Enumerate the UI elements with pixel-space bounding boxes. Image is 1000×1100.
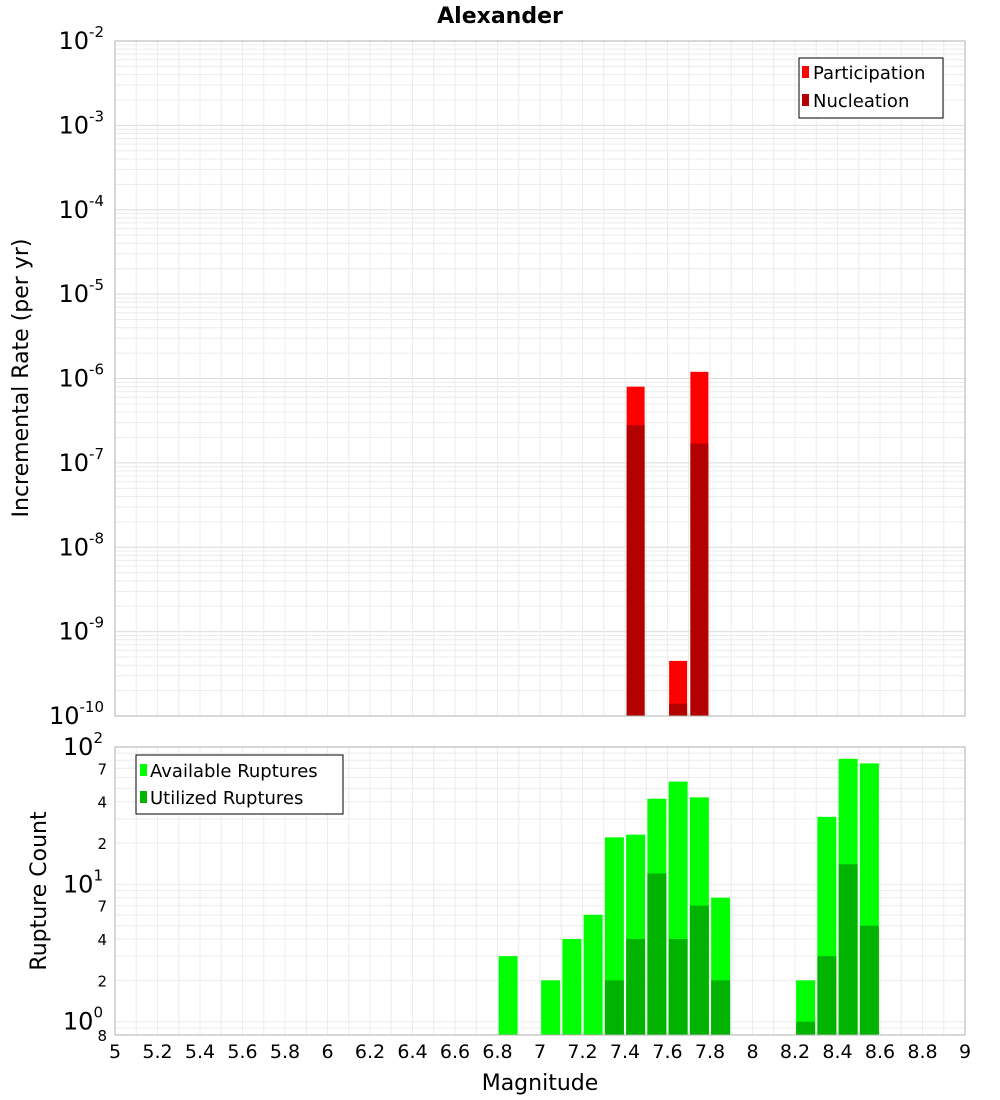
- top-plot-border: [114, 40, 966, 717]
- x-tick-label: 5.2: [142, 1041, 172, 1063]
- y-tick-label: 10-8: [58, 529, 104, 561]
- x-tick-label: 6.4: [397, 1041, 427, 1063]
- x-tick-label: 7.8: [695, 1041, 725, 1063]
- y-tick-label: 10-7: [58, 445, 104, 477]
- legend-swatch-participation: [802, 66, 809, 78]
- bar-utilized-ruptures: [689, 905, 709, 1035]
- legend-label-participation: Participation: [813, 63, 925, 84]
- y-tick-label: 10-9: [58, 614, 104, 646]
- x-tick-label: 9: [959, 1041, 971, 1063]
- legend-swatch-nucleation: [802, 94, 809, 106]
- bar-utilized-ruptures: [604, 980, 624, 1035]
- top-plot: 10-10 10-9 10-8 10-7 10-6 10-5 10-4 10-3 10-2 In…: [9, 23, 966, 730]
- bar-utilized-ruptures: [626, 939, 646, 1035]
- top-legend-box: [798, 57, 944, 119]
- x-tick-label: 6: [321, 1041, 333, 1063]
- bar-participation: [669, 660, 688, 716]
- x-tick-label: 5.8: [270, 1041, 300, 1063]
- bottom-legend: Available Ruptures Utilized Ruptures: [135, 754, 344, 815]
- y-tick-label: 100: [63, 1004, 103, 1036]
- y-minor-tick-label: 8: [97, 1027, 107, 1045]
- bar-nucleation: [669, 703, 688, 716]
- x-tick-label: 8.4: [822, 1041, 852, 1063]
- chart-title: Alexander: [437, 4, 563, 29]
- top-bars: [626, 371, 709, 716]
- bar-available-ruptures: [562, 939, 582, 1035]
- top-y-ticks: 10-10 10-9 10-8 10-7 10-6 10-5 10-4 10-3 10-2: [49, 23, 104, 730]
- bar-nucleation: [626, 425, 645, 716]
- y-tick-label: 10-2: [58, 23, 104, 55]
- x-tick-label: 7.2: [567, 1041, 597, 1063]
- y-tick-label: 10-4: [58, 192, 104, 224]
- x-tick-label: 8.2: [780, 1041, 810, 1063]
- y-minor-tick-label: 2: [97, 835, 107, 853]
- bottom-legend-box: [135, 754, 344, 815]
- bar-utilized-ruptures: [711, 980, 731, 1035]
- y-tick-label: 102: [63, 729, 103, 761]
- legend-label-utilized-ruptures: Utilized Ruptures: [150, 788, 303, 809]
- x-tick-label: 7.4: [610, 1041, 640, 1063]
- y-minor-tick-label: 4: [97, 794, 107, 812]
- bar-available-ruptures: [498, 956, 518, 1035]
- y-tick-label: 101: [63, 866, 103, 898]
- bar-available-ruptures: [796, 980, 816, 1035]
- x-tick-label: 8.8: [907, 1041, 937, 1063]
- bottom-plot-border: [114, 746, 966, 1036]
- top-grid: [114, 41, 966, 717]
- bar-available-ruptures: [583, 914, 603, 1035]
- y-minor-tick-label: 7: [97, 898, 107, 916]
- top-y-axis-label: Incremental Rate (per yr): [9, 239, 34, 518]
- y-tick-label: 10-10: [49, 698, 104, 730]
- x-tick-label: 6.8: [482, 1041, 512, 1063]
- bar-utilized-ruptures: [796, 1021, 816, 1035]
- x-tick-label: 5.6: [227, 1041, 257, 1063]
- bottom-y-ticks: 100 101 102 8 2 4 7 2 4 7: [63, 729, 107, 1045]
- y-tick-label: 10-3: [58, 107, 104, 139]
- bar-utilized-ruptures: [647, 873, 667, 1035]
- legend-label-available-ruptures: Available Ruptures: [150, 761, 318, 782]
- x-axis-label: Magnitude: [482, 1071, 599, 1096]
- x-tick-label: 7.6: [652, 1041, 682, 1063]
- bar-available-ruptures: [541, 980, 561, 1035]
- bottom-bars: [498, 758, 879, 1035]
- x-tick-label: 6.6: [440, 1041, 470, 1063]
- x-tick-label: 8.6: [865, 1041, 895, 1063]
- x-tick-label: 5: [109, 1041, 121, 1063]
- bottom-plot: 100 101 102 8 2 4 7 2 4 7 5 5.2 5.4 5.6 5.8 6 6.2 6.4 6.6…: [27, 729, 971, 1096]
- y-minor-tick-label: 2: [97, 972, 107, 990]
- x-tick-label: 7: [534, 1041, 546, 1063]
- x-tick-label: 5.4: [185, 1041, 215, 1063]
- bar-utilized-ruptures: [838, 864, 858, 1035]
- bar-utilized-ruptures: [668, 939, 688, 1035]
- y-minor-tick-label: 4: [97, 931, 107, 949]
- x-tick-label: 6.2: [355, 1041, 385, 1063]
- y-minor-tick-label: 7: [97, 760, 107, 778]
- bar-utilized-ruptures: [817, 956, 837, 1035]
- y-tick-label: 10-6: [58, 361, 104, 393]
- y-tick-label: 10-5: [58, 276, 104, 308]
- bar-utilized-ruptures: [859, 925, 879, 1035]
- bottom-y-axis-label: Rupture Count: [27, 811, 52, 971]
- legend-swatch-utilized-ruptures: [140, 791, 147, 803]
- top-legend: Participation Nucleation: [798, 57, 944, 119]
- bar-nucleation: [690, 443, 709, 716]
- x-tick-labels: 5 5.2 5.4 5.6 5.8 6 6.2 6.4 6.6 6.8 7 7.2 7.4 7.6 7.8 8…: [109, 1041, 971, 1063]
- x-tick-label: 8: [746, 1041, 758, 1063]
- legend-label-nucleation: Nucleation: [813, 91, 909, 112]
- legend-swatch-available-ruptures: [140, 764, 147, 776]
